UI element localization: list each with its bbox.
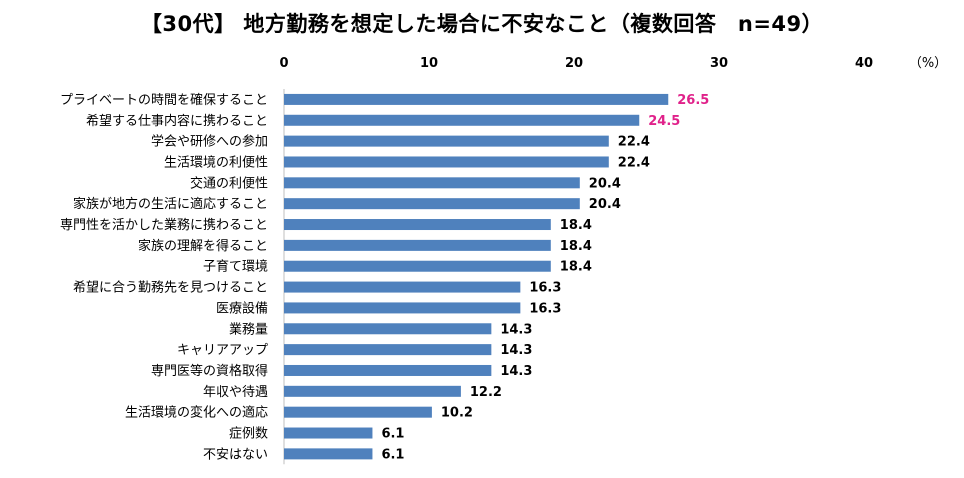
value-label: 18.4 bbox=[560, 260, 592, 275]
bar bbox=[284, 427, 373, 439]
bar bbox=[284, 219, 551, 231]
value-label: 14.3 bbox=[500, 343, 532, 358]
x-tick-label: 40 bbox=[855, 56, 873, 71]
category-label: 希望に合う勤務先を見つけること bbox=[73, 280, 268, 296]
value-labels: 26.5 24.5 22.4 22.4 20.4 20.4 18.4 18.4 18.4 16.3… bbox=[381, 93, 709, 462]
value-label: 16.3 bbox=[529, 301, 561, 316]
bar bbox=[284, 260, 551, 272]
category-label: 生活環境の変化への適応 bbox=[125, 405, 268, 421]
category-label: 年収や待遇 bbox=[203, 385, 268, 400]
bar bbox=[284, 177, 580, 189]
bars bbox=[284, 93, 669, 460]
category-label: 家族の理解を得ること bbox=[138, 238, 268, 254]
category-label: 学会や研修への参加 bbox=[151, 134, 268, 150]
x-axis-ticks: 0 10 20 30 40 bbox=[279, 56, 873, 71]
category-label: 家族が地方の生活に適応すること bbox=[73, 196, 268, 212]
value-label: 18.4 bbox=[560, 239, 592, 254]
value-label: 22.4 bbox=[618, 155, 650, 170]
value-label: 12.2 bbox=[470, 385, 502, 400]
value-label: 18.4 bbox=[560, 218, 592, 233]
category-label: 専門性を活かした業務に携わること bbox=[60, 217, 268, 233]
category-label: 症例数 bbox=[229, 427, 268, 442]
x-tick-label: 30 bbox=[710, 56, 728, 71]
bar bbox=[284, 156, 609, 168]
value-label: 22.4 bbox=[618, 135, 650, 150]
value-label: 26.5 bbox=[677, 93, 709, 108]
category-label: 交通の利便性 bbox=[190, 175, 268, 191]
value-label: 24.5 bbox=[648, 114, 680, 129]
bar bbox=[284, 93, 669, 105]
bar bbox=[284, 448, 373, 460]
value-label: 20.4 bbox=[589, 197, 621, 212]
category-label: 業務量 bbox=[229, 321, 268, 337]
value-label: 14.3 bbox=[500, 364, 532, 379]
category-label: 不安はない bbox=[203, 447, 268, 462]
x-tick-label: 20 bbox=[565, 56, 583, 71]
x-tick-label: 10 bbox=[420, 56, 438, 71]
value-label: 6.1 bbox=[381, 427, 404, 442]
category-label: キャリアアップ bbox=[177, 343, 268, 358]
bar bbox=[284, 239, 551, 251]
bar bbox=[284, 385, 461, 397]
value-label: 14.3 bbox=[500, 322, 532, 337]
category-label: プライベートの時間を確保すること bbox=[60, 92, 268, 108]
bar bbox=[284, 323, 492, 335]
unit-label: （%） bbox=[909, 56, 947, 71]
bar bbox=[284, 281, 521, 293]
bar bbox=[284, 135, 609, 147]
value-label: 20.4 bbox=[589, 176, 621, 191]
category-label: 生活環境の利便性 bbox=[164, 155, 268, 170]
category-label: 希望する仕事内容に携わること bbox=[86, 113, 268, 129]
x-tick-label: 0 bbox=[279, 56, 288, 71]
bar bbox=[284, 406, 432, 418]
bar bbox=[284, 198, 580, 210]
value-label: 10.2 bbox=[441, 406, 473, 421]
category-labels: プライベートの時間を確保すること希望する仕事内容に携わること学会や研修への参加生… bbox=[60, 92, 268, 462]
category-label: 専門医等の資格取得 bbox=[151, 363, 268, 379]
bar bbox=[284, 114, 640, 126]
value-label: 6.1 bbox=[381, 447, 404, 462]
category-label: 子育て環境 bbox=[203, 259, 268, 275]
category-label: 医療設備 bbox=[216, 300, 268, 316]
value-label: 16.3 bbox=[529, 281, 561, 296]
chart-title: 【30代】 地方勤務を想定した場合に不安なこと（複数回答 n=49） bbox=[140, 12, 824, 36]
bar bbox=[284, 344, 492, 356]
bar bbox=[284, 364, 492, 376]
bar bbox=[284, 302, 521, 314]
